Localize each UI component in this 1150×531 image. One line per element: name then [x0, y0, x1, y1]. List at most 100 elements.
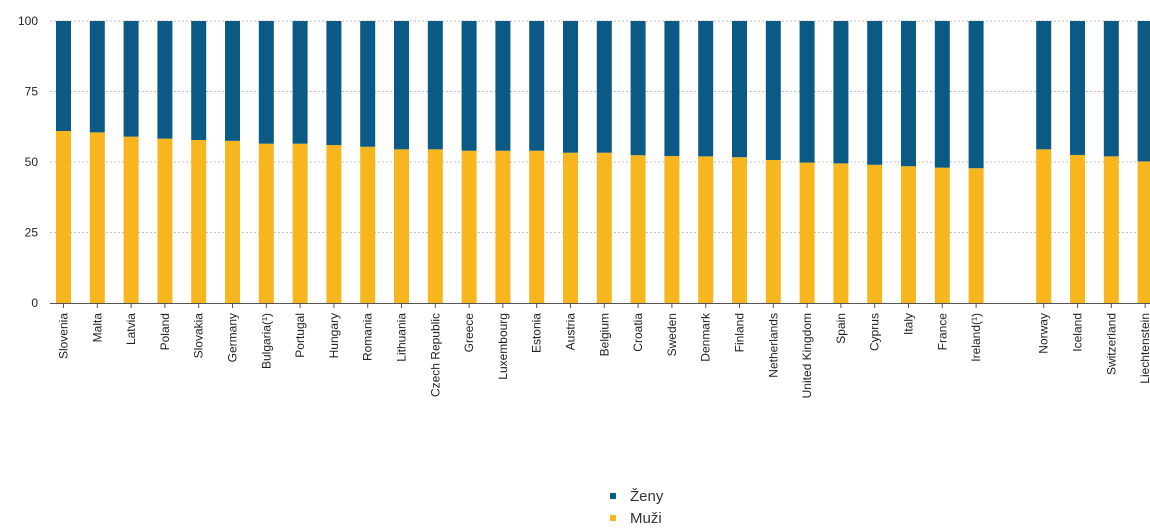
bar-mui-31	[1137, 161, 1150, 303]
legend-item-muzi: Muži	[610, 507, 663, 529]
bar-mui-0	[56, 130, 71, 303]
bar-eny-24	[867, 21, 883, 165]
x-tick-label: France	[935, 313, 949, 351]
x-tick-label: Spain	[834, 313, 848, 344]
bar-eny-17	[630, 21, 646, 156]
x-tick-label: Netherlands	[766, 313, 780, 378]
bar-mui-2	[123, 136, 139, 303]
x-tick-label: United Kingdom	[800, 313, 814, 398]
bar-mui-10	[394, 149, 409, 303]
bar-eny-11	[427, 21, 443, 150]
x-tick-label: Malta	[90, 313, 104, 343]
bar-mui-27	[968, 168, 984, 303]
bar-eny-10	[394, 21, 409, 150]
bar-mui-22	[799, 162, 815, 303]
bar-mui-3	[157, 138, 173, 303]
bar-eny-2	[123, 21, 139, 137]
bar-eny-1	[89, 21, 105, 133]
bar-mui-17	[630, 155, 646, 303]
bar-mui-15	[563, 152, 578, 303]
bar-eny-19	[698, 21, 714, 157]
bar-eny-5	[225, 21, 240, 141]
x-tick-label: Iceland	[1071, 313, 1085, 352]
x-tick-label: Poland	[158, 313, 172, 350]
x-tick-label: Hungary	[327, 313, 341, 358]
x-tick-label: Slovakia	[192, 313, 206, 359]
bar-mui-14	[529, 150, 545, 303]
x-tick-label: Latvia	[124, 313, 138, 345]
y-tick-label: 0	[31, 296, 38, 310]
x-tick-label: Finland	[733, 313, 747, 352]
bar-mui-6	[258, 143, 274, 303]
x-tick-label: Sweden	[665, 313, 679, 356]
y-axis: 0 25 50 75 100	[18, 14, 38, 310]
x-tick-label: Luxembourg	[496, 313, 510, 380]
legend-swatch-muzi	[610, 515, 616, 521]
x-axis: Slovenia Malta Latvia Poland Slovakia Germany…	[50, 303, 1150, 398]
bar-mui-1	[89, 132, 105, 303]
x-tick-label: Belgium	[597, 313, 611, 356]
x-tick-label: Norway	[1037, 313, 1051, 354]
bar-mui-25	[901, 166, 916, 303]
bar-mui-8	[326, 145, 342, 303]
x-tick-label: Switzerland	[1104, 313, 1118, 375]
bar-eny-16	[596, 21, 612, 153]
bar-mui-12	[461, 150, 477, 303]
bar-mui-11	[427, 149, 443, 303]
bar-eny-13	[495, 21, 511, 151]
x-tick-label: Lithuania	[395, 313, 409, 362]
bar-eny-12	[461, 21, 477, 151]
bar-eny-26	[934, 21, 950, 168]
x-tick-label: Greece	[462, 313, 476, 353]
bar-mui-4	[191, 140, 207, 303]
bar-eny-27	[968, 21, 984, 169]
x-tick-label: Romania	[361, 313, 375, 361]
bar-mui-21	[765, 160, 781, 303]
bar-mui-7	[292, 143, 308, 303]
x-tick-label: Bulgaria(¹)	[259, 313, 273, 369]
bar-eny-22	[799, 21, 815, 163]
bar-eny-28	[1036, 21, 1052, 150]
x-tick-label: Denmark	[699, 312, 713, 362]
legend-label-muzi: Muži	[630, 509, 662, 527]
bar-eny-4	[191, 21, 207, 141]
bar-mui-9	[360, 146, 376, 303]
x-tick-label: Ireland(¹)	[969, 313, 983, 362]
bar-eny-29	[1070, 21, 1085, 155]
bar-mui-13	[495, 150, 511, 303]
bar-eny-20	[732, 21, 747, 158]
y-tick-label: 50	[25, 155, 39, 169]
x-tick-label: Czech Republic	[428, 313, 442, 397]
x-tick-label: Slovenia	[57, 313, 71, 359]
x-tick-label: Portugal	[293, 313, 307, 358]
bar-eny-0	[56, 21, 71, 131]
bar-mui-18	[664, 156, 680, 303]
bar-eny-6	[258, 21, 274, 144]
y-tick-label: 75	[25, 85, 39, 99]
bar-eny-3	[157, 21, 173, 139]
bar-mui-23	[833, 163, 849, 303]
x-tick-label: Cyprus	[868, 313, 882, 351]
bar-eny-21	[765, 21, 781, 161]
bar-eny-15	[563, 21, 578, 153]
bar-eny-7	[292, 21, 308, 144]
bar-eny-23	[833, 21, 849, 164]
legend-label-zeny: Ženy	[630, 487, 664, 505]
x-tick-label: Estonia	[530, 313, 544, 353]
bar-mui-19	[698, 156, 714, 303]
bar-eny-9	[360, 21, 376, 147]
bar-mui-26	[934, 167, 950, 303]
bar-eny-14	[529, 21, 545, 151]
bar-mui-29	[1070, 154, 1085, 303]
x-tick-label: Germany	[226, 313, 240, 362]
y-tick-label: 25	[25, 226, 39, 240]
bar-eny-30	[1103, 21, 1119, 157]
bars	[56, 21, 1150, 303]
bar-eny-31	[1137, 21, 1150, 162]
bar-mui-16	[596, 152, 612, 303]
bar-mui-30	[1103, 156, 1119, 303]
bar-eny-8	[326, 21, 342, 146]
bar-mui-20	[732, 157, 747, 303]
bar-eny-18	[664, 21, 680, 157]
